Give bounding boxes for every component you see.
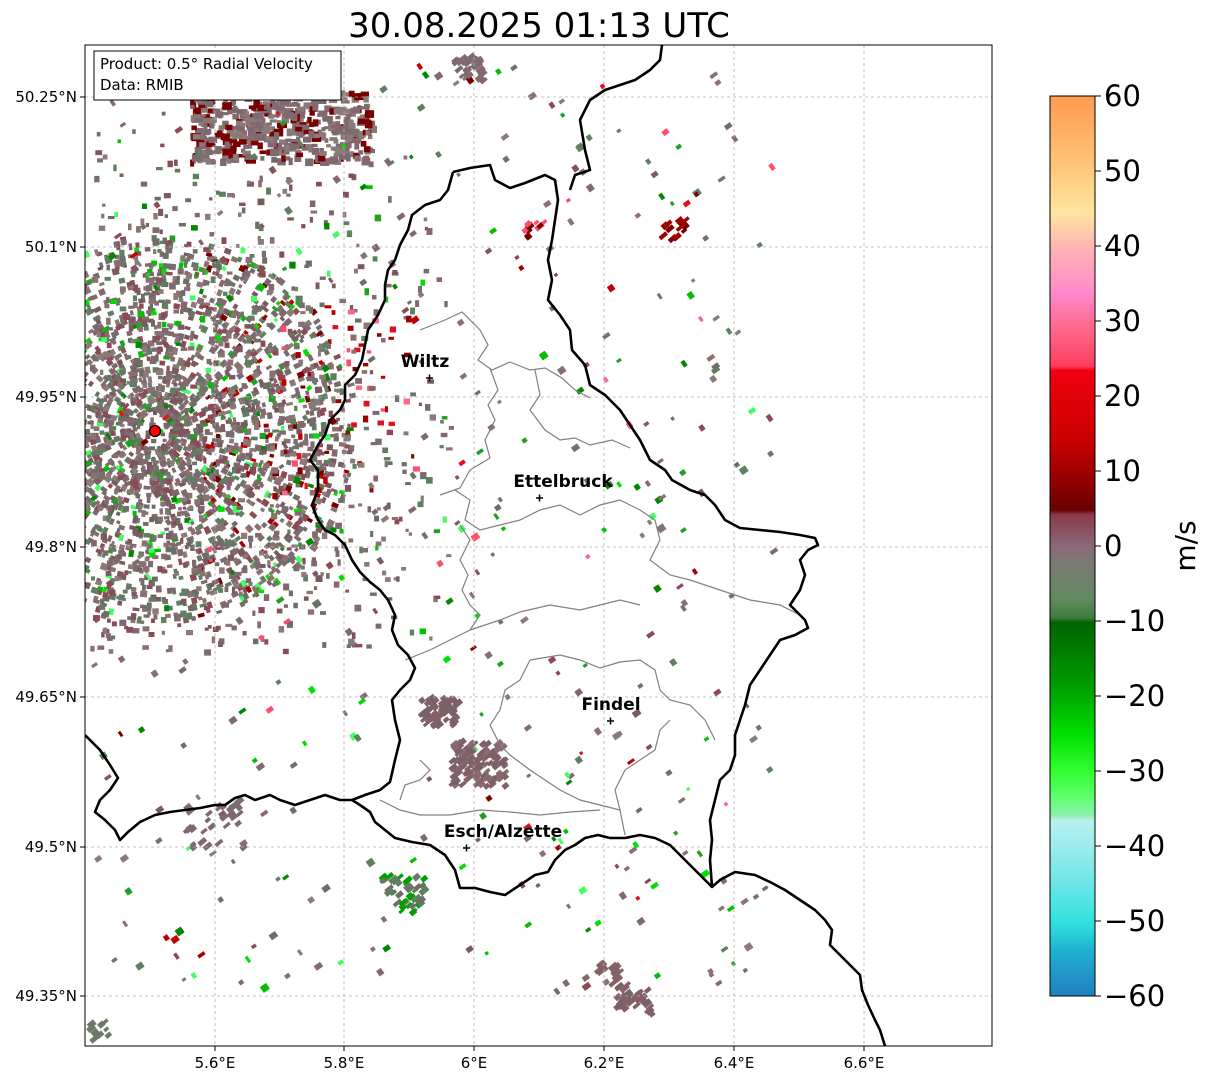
map-frame-border <box>84 44 993 1047</box>
lon-tick: 6.4°E <box>714 1054 755 1072</box>
info-box: Product: 0.5° Radial Velocity Data: RMIB <box>93 50 342 101</box>
colorbar-gradient <box>1049 95 1096 997</box>
colorbar-tick-label: −20 <box>1104 679 1165 713</box>
product-text: Product: 0.5° Radial Velocity <box>100 55 313 73</box>
city-findel: Findel <box>581 695 641 725</box>
lat-tick: 49.65°N <box>15 688 77 706</box>
colorbar-tick-label: 30 <box>1104 304 1141 338</box>
lon-tick: 5.6°E <box>195 1054 236 1072</box>
colorbar-tick-label: 40 <box>1104 229 1141 263</box>
map-title: 30.08.2025 01:13 UTC <box>348 6 730 46</box>
lat-tick: 49.95°N <box>15 388 77 406</box>
lon-tick: 5.8°E <box>324 1054 365 1072</box>
city-label: Esch/Alzette <box>444 822 562 842</box>
canton-borders <box>379 311 801 836</box>
city-label: Ettelbruck <box>513 472 613 492</box>
lat-tick: 50.1°N <box>25 238 77 256</box>
data-source-text: Data: RMIB <box>100 76 184 94</box>
city-label: Findel <box>581 695 640 715</box>
lat-tick: 49.8°N <box>25 538 77 556</box>
lat-tick-labels: 50.25°N 50.1°N 49.95°N 49.8°N 49.65°N 49… <box>15 88 85 1005</box>
lat-tick: 50.25°N <box>15 88 77 106</box>
colorbar-unit-label: m/s <box>1169 520 1202 571</box>
colorbar-tick-label: 0 <box>1104 529 1122 563</box>
lat-tick: 49.5°N <box>25 838 77 856</box>
city-esch-alzette: Esch/Alzette <box>444 822 562 852</box>
colorbar-tick-label: −30 <box>1104 754 1165 788</box>
lon-tick: 6.2°E <box>584 1054 625 1072</box>
colorbar-tick-label: −10 <box>1104 604 1165 638</box>
radar-location-marker <box>148 424 162 438</box>
colorbar-tick-label: 50 <box>1104 154 1141 188</box>
lon-tick: 6°E <box>461 1054 488 1072</box>
lon-tick-labels: 5.6°E 5.8°E 6°E 6.2°E 6.4°E 6.6°E <box>195 1046 885 1072</box>
map-frame <box>85 45 992 1046</box>
colorbar: 60 50 40 30 20 10 0 −10 −20 −30 −40 −50 −60 m/s <box>1049 79 1202 1013</box>
lon-tick: 6.6°E <box>844 1054 885 1072</box>
country-borders <box>85 45 887 1046</box>
velocity-echoes <box>85 52 779 1044</box>
colorbar-tick-label: 10 <box>1104 454 1141 488</box>
city-label: Wiltz <box>401 352 450 372</box>
lat-tick: 49.35°N <box>15 987 77 1005</box>
colorbar-tick-label: −60 <box>1104 979 1165 1013</box>
colorbar-tick-label: −40 <box>1104 829 1165 863</box>
colorbar-tick-label: −50 <box>1104 904 1165 938</box>
city-markers: Wiltz Ettelbruck Findel Esch/Alzette <box>401 352 641 852</box>
colorbar-tick-label: 20 <box>1104 379 1141 413</box>
colorbar-tick-label: 60 <box>1104 79 1141 113</box>
city-wiltz: Wiltz <box>401 352 450 382</box>
city-ettelbruck: Ettelbruck <box>513 472 613 502</box>
